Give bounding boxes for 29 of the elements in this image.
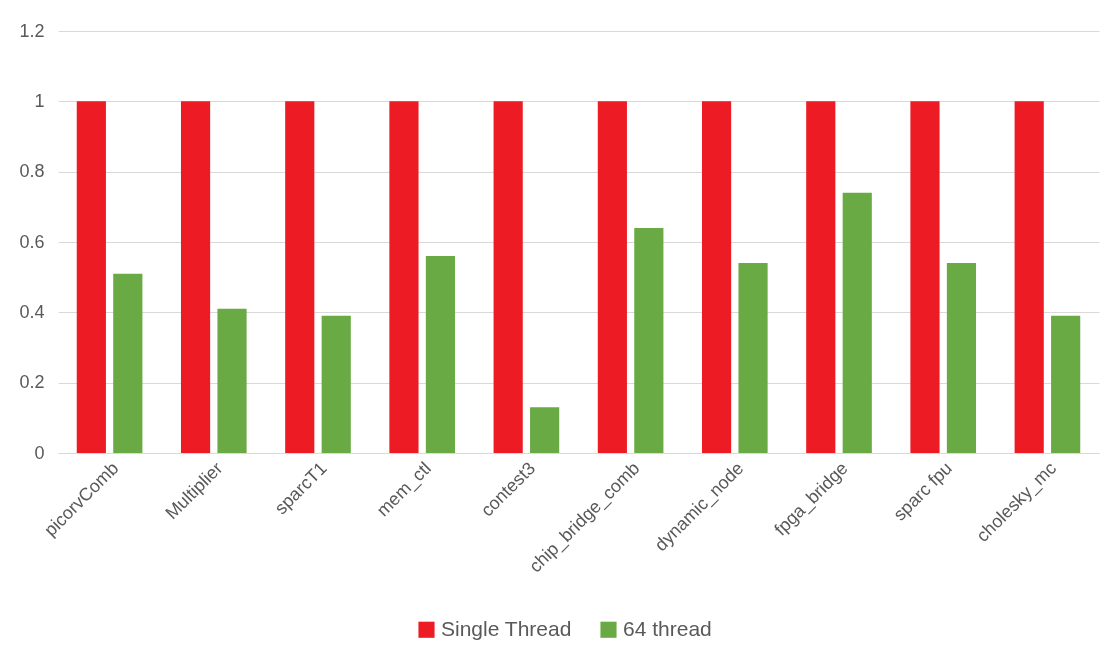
bar xyxy=(738,263,768,453)
y-tick-label: 0.4 xyxy=(19,301,45,322)
legend-label: Single Thread xyxy=(441,616,572,640)
legend-label: 64 thread xyxy=(623,616,712,640)
bar xyxy=(180,101,211,453)
y-tick-label: 0.8 xyxy=(19,161,45,182)
y-tick-label: 1 xyxy=(34,90,45,111)
bar xyxy=(842,192,872,453)
bar xyxy=(806,101,836,453)
y-tick-label: 1.2 xyxy=(19,20,45,41)
bar xyxy=(389,101,419,453)
bar xyxy=(425,256,456,453)
bar xyxy=(493,101,523,453)
bar xyxy=(321,315,351,453)
bar xyxy=(634,227,664,453)
bar xyxy=(701,101,732,453)
y-tick-label: 0 xyxy=(34,442,45,463)
y-tick-label: 0.6 xyxy=(19,231,45,252)
bar xyxy=(285,101,315,453)
bar xyxy=(946,263,977,453)
bar xyxy=(76,101,106,453)
bar xyxy=(1051,315,1081,453)
y-tick-label: 0.2 xyxy=(19,372,45,393)
bar xyxy=(597,101,627,453)
bar xyxy=(113,273,143,453)
bar xyxy=(1014,101,1044,453)
bar xyxy=(530,407,560,453)
bar xyxy=(217,308,247,453)
bar xyxy=(910,101,940,453)
